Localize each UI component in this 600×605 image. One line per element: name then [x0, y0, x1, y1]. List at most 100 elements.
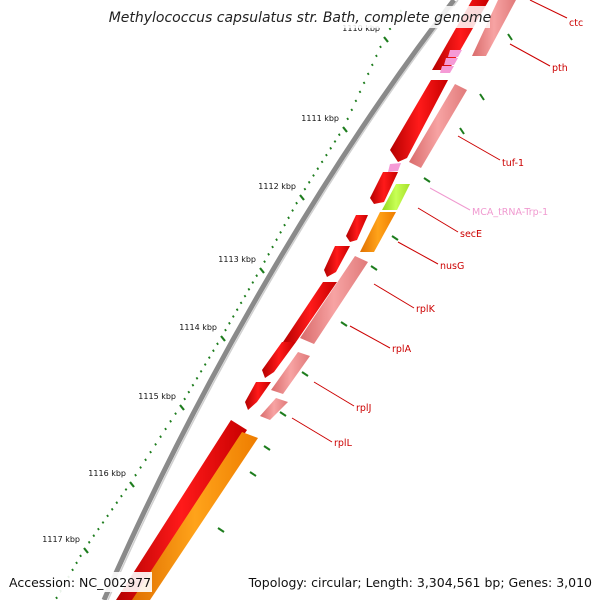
kbp-minor-tick [263, 260, 266, 263]
kbp-minor-tick [203, 363, 207, 366]
kbp-minor-tick [267, 252, 270, 256]
kbp-minor-tick [271, 245, 274, 249]
trna-arrow-trp[interactable] [388, 163, 401, 172]
kbp-minor-tick [134, 473, 137, 477]
kbp-label: 1110 kbp [342, 24, 380, 33]
gene-label-rplL[interactable]: rplL [334, 438, 353, 449]
kbp-major-tick [299, 194, 305, 201]
kbp-minor-tick [228, 321, 231, 325]
lime-feature-block[interactable] [382, 184, 410, 210]
gene-label-rplA[interactable]: rplA [392, 344, 412, 355]
kbp-label: 1117 kbp [42, 535, 80, 544]
kbp-minor-tick [333, 140, 337, 143]
kbp-minor-tick [101, 521, 105, 524]
kbp-minor-tick [379, 45, 382, 49]
gene-label-tuf1[interactable]: tuf-1 [502, 158, 524, 169]
kbp-minor-tick [287, 216, 290, 220]
cds-light-block-1[interactable] [472, 0, 516, 56]
kbp-major-tick [129, 481, 135, 488]
kbp-minor-tick [279, 231, 282, 234]
strand-tick-marks [217, 33, 513, 533]
kbp-minor-tick [346, 117, 350, 121]
kbp-major-tick [383, 36, 389, 43]
kbp-minor-tick [139, 466, 142, 469]
orange-feature-block-2[interactable] [132, 432, 258, 600]
cds-feature-rplL[interactable] [245, 382, 271, 410]
kbp-minor-tick [370, 63, 374, 67]
kbp-minor-tick [243, 294, 247, 298]
kbp-minor-tick [164, 427, 167, 431]
footer-summary-background [256, 572, 596, 592]
trna-arrow-1[interactable] [448, 50, 462, 57]
kbp-minor-tick [325, 153, 328, 157]
cds-light-block-3[interactable] [300, 256, 368, 344]
gene-label-pth[interactable]: pth [552, 63, 568, 74]
kbp-minor-tick [106, 514, 109, 518]
gene-label-nusG[interactable]: nusG [440, 261, 464, 272]
kbp-major-tick [220, 335, 226, 342]
kbp-minor-tick [362, 81, 366, 85]
cds-feature-secE[interactable] [370, 172, 398, 204]
kbp-minor-tick [174, 412, 177, 415]
cds-feature-rplK[interactable] [324, 246, 350, 277]
label-connectors [291, 0, 568, 443]
gene-label-ctc[interactable]: ctc [569, 18, 583, 29]
map-title: Methylococcus capsulatus str. Bath, comp… [109, 10, 492, 26]
kbp-minor-tick [358, 90, 362, 94]
footer-accession-background [4, 572, 152, 592]
kbp-minor-tick [183, 397, 187, 401]
feature-track [116, 0, 516, 600]
kbp-label: 1113 kbp [218, 255, 256, 264]
kbp-minor-tick [388, 27, 392, 31]
cds-feature-tuf1[interactable] [390, 80, 448, 162]
kbp-minor-tick [375, 54, 378, 58]
kbp-minor-tick [312, 174, 315, 177]
kbp-minor-tick [154, 443, 157, 446]
gene-label-secE[interactable]: secE [460, 229, 482, 240]
kbp-minor-tick [144, 458, 147, 462]
trna-arrow-3[interactable] [440, 66, 454, 73]
cds-light-block-2[interactable] [409, 84, 467, 168]
cds-light-block-5[interactable] [260, 398, 288, 420]
kbp-major-tick [83, 547, 89, 554]
kbp-minor-tick [169, 419, 172, 423]
kbp-minor-tick [329, 146, 333, 150]
gene-label-trna-trp[interactable]: MCA_tRNA-Trp-1 [472, 207, 548, 218]
kbp-minor-tick [307, 180, 311, 184]
trna-arrow-2[interactable] [444, 58, 458, 65]
kbp-label: 1115 kbp [138, 392, 176, 401]
kbp-minor-tick [71, 568, 74, 572]
cds-light-block-4[interactable] [271, 352, 310, 394]
kbp-minor-tick [87, 540, 91, 544]
gene-label-rplJ[interactable]: rplJ [356, 403, 371, 414]
cds-feature-block-2[interactable] [116, 420, 247, 600]
kbp-ruler: 1110 kbp 1111 kbp 1112 kbp 1113 kbp 1114 kbp… [42, 9, 403, 600]
kbp-minor-tick [79, 554, 82, 558]
kbp-minor-tick [199, 370, 203, 373]
gene-labels: ctc pth tuf-1 MCA_tRNA-Trp-1 secE nusG r… [334, 18, 583, 449]
kbp-label: 1116 kbp [88, 469, 126, 478]
kbp-minor-tick [283, 223, 286, 227]
kbp-minor-tick [316, 167, 320, 171]
cds-feature-rplA[interactable] [283, 282, 337, 342]
kbp-minor-tick [124, 488, 128, 491]
kbp-minor-tick [212, 349, 215, 353]
kbp-minor-tick [120, 494, 123, 498]
genome-backbone [101, 0, 456, 602]
kbp-minor-tick [354, 99, 358, 103]
kbp-minor-tick [247, 287, 251, 291]
cds-feature-rplJ[interactable] [262, 342, 296, 378]
kbp-minor-tick [320, 160, 324, 164]
genome-summary-text: Topology: circular; Length: 3,304,561 bp… [248, 575, 592, 590]
kbp-minor-tick [207, 356, 211, 359]
kbp-minor-tick [149, 450, 152, 454]
genome-backbone-shadow [107, 0, 459, 601]
kbp-minor-tick [115, 501, 119, 505]
kbp-minor-tick [350, 108, 354, 112]
kbp-minor-tick [110, 507, 114, 511]
cds-feature-nusG[interactable] [346, 215, 368, 242]
gene-label-rplK[interactable]: rplK [416, 304, 436, 315]
orange-feature-block-1[interactable] [360, 212, 396, 252]
